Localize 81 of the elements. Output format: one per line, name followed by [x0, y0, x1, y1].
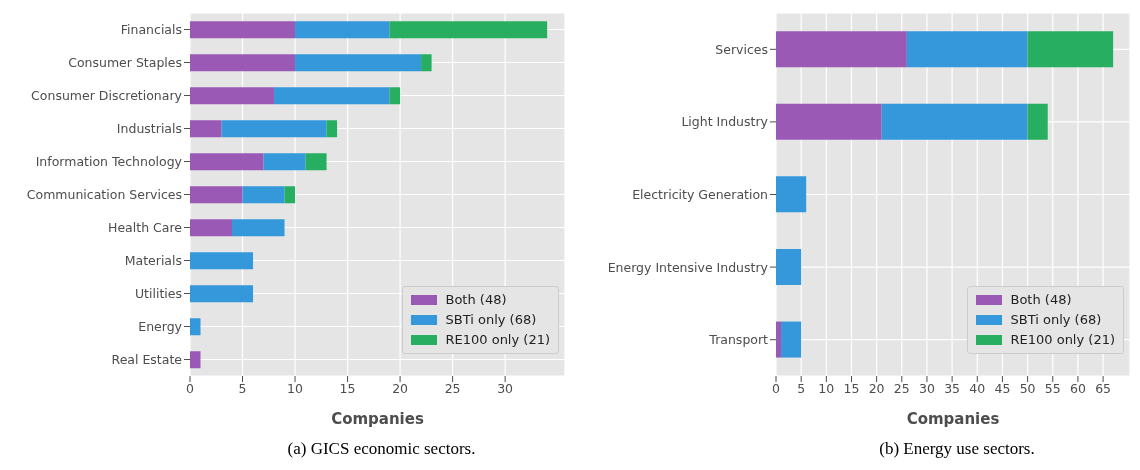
legend-label: SBTi only (68): [445, 311, 537, 329]
text: (a) GICS economic sectors.: [286, 439, 477, 459]
x-tick-label: 0: [186, 380, 195, 396]
y-tick-label: Transport: [708, 332, 769, 348]
bar: [190, 87, 275, 105]
x-tick-label: 40: [969, 380, 986, 396]
x-tick-label: 20: [392, 380, 409, 396]
y-tick-label: Consumer Discretionary: [31, 87, 183, 103]
x-tick-label: 25: [893, 380, 910, 396]
y-tick-label: Electricity Generation: [632, 186, 768, 202]
bar: [190, 252, 254, 270]
legend-label: SBTi only (68): [1010, 311, 1102, 329]
x-axis-title: Companies: [331, 410, 424, 428]
x-tick-label: 50: [1019, 380, 1036, 396]
bar: [1027, 31, 1114, 68]
x-axis-title: Companies: [906, 410, 1000, 428]
bar: [190, 285, 254, 303]
bar: [232, 219, 285, 237]
bar: [906, 31, 1028, 68]
y-tick-label: Materials: [124, 252, 182, 268]
y-tick-label: Services: [715, 41, 768, 57]
bar: [190, 318, 201, 336]
y-tick-label: Energy Intensive Industry: [607, 259, 769, 275]
x-tick-label: 30: [919, 380, 935, 396]
bar: [1027, 103, 1048, 140]
bar: [190, 186, 243, 204]
bar: [421, 54, 432, 72]
x-tick-label: 5: [238, 380, 247, 396]
bar: [295, 54, 422, 72]
bar: [274, 87, 390, 105]
x-tick-label: 15: [339, 380, 356, 396]
y-tick-label: Health Care: [108, 219, 183, 235]
bar: [284, 186, 296, 204]
legend-label: Both (48): [445, 291, 507, 309]
bar: [881, 103, 1028, 140]
legend-label: RE100 only (21): [1010, 331, 1115, 349]
bar: [242, 186, 285, 204]
y-tick-label: Information Technology: [35, 153, 183, 169]
x-tick-label: 20: [868, 380, 885, 396]
x-tick-label: 30: [497, 380, 514, 396]
x-tick-label: 15: [843, 380, 860, 396]
x-tick-label: 55: [1044, 380, 1061, 396]
bar: [776, 31, 907, 68]
x-tick-label: 10: [287, 380, 304, 396]
y-tick-label: Light Industry: [681, 114, 769, 130]
bar: [326, 120, 338, 138]
x-tick-label: 5: [797, 380, 806, 396]
bar: [190, 219, 233, 237]
bar: [190, 120, 222, 138]
bar: [190, 351, 201, 369]
x-tick-label: 0: [772, 380, 781, 396]
bar: [776, 103, 882, 140]
bar: [305, 153, 327, 171]
bar: [190, 54, 296, 72]
bar: [190, 21, 296, 39]
x-tick-label: 10: [818, 380, 835, 396]
x-tick-label: 35: [944, 380, 961, 396]
text: (b) Energy use sectors.: [878, 439, 1036, 459]
bar: [389, 21, 548, 39]
y-tick-label: Utilities: [134, 285, 182, 301]
y-tick-label: Communication Services: [26, 186, 182, 202]
x-tick-label: 60: [1069, 380, 1086, 396]
y-tick-label: Energy: [138, 318, 183, 334]
y-tick-label: Financials: [120, 21, 182, 37]
bar: [221, 120, 327, 138]
y-tick-label: Consumer Staples: [68, 54, 182, 70]
y-tick-label: Industrials: [116, 120, 182, 136]
bar: [776, 248, 802, 285]
legend-label: RE100 only (21): [445, 331, 550, 349]
y-tick-label: Real Estate: [111, 351, 183, 367]
x-tick-label: 25: [444, 380, 461, 396]
bar: [295, 21, 390, 39]
bar: [263, 153, 306, 171]
x-tick-label: 65: [1095, 380, 1112, 396]
x-tick-label: 45: [994, 380, 1011, 396]
bar: [776, 176, 807, 213]
bar: [776, 321, 782, 358]
bar: [781, 321, 802, 358]
bar: [389, 87, 401, 105]
bar: [190, 153, 264, 171]
legend-label: Both (48): [1010, 291, 1072, 309]
